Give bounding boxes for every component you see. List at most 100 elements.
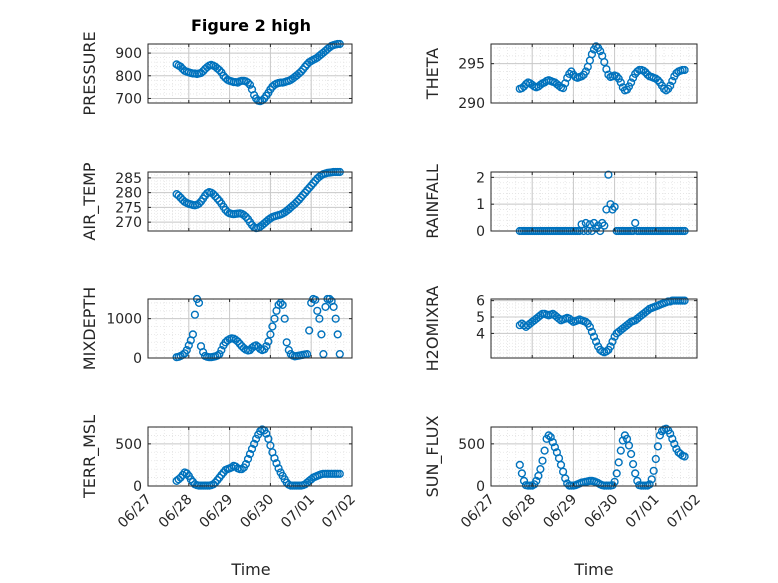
mixdepth-data-point xyxy=(264,337,273,346)
pressure-data-point xyxy=(258,96,267,105)
sun_flux-data-point xyxy=(519,476,529,486)
terr_msl-data-point xyxy=(250,439,259,449)
rainfall-data-point xyxy=(631,218,640,228)
rainfall-y-tick-label: 1 xyxy=(476,197,485,213)
theta-data-point xyxy=(628,73,638,82)
h2omixra-data-point xyxy=(602,347,611,356)
air_temp-data-point xyxy=(211,192,220,201)
terr_msl-data-point xyxy=(270,454,279,463)
sun_flux-data-point xyxy=(540,446,549,455)
h2omixra-y-tick-label: 4 xyxy=(476,326,485,342)
sun_flux-y-tick-label: 500 xyxy=(458,437,485,453)
air_temp-y-tick-label: 280 xyxy=(115,186,142,202)
sun_flux-data-point xyxy=(561,474,570,483)
mixdepth-y-axis-label: MIXDEPTH xyxy=(80,287,99,370)
sun_flux-data-point xyxy=(633,476,642,486)
sun_flux-data-point xyxy=(618,436,627,445)
x-axis-label-right: Time xyxy=(573,560,613,579)
rainfall-data-point xyxy=(600,221,609,230)
sun_flux-data-point xyxy=(550,443,560,452)
theta-data-point xyxy=(577,72,586,81)
air_temp-y-tick-label: 275 xyxy=(115,200,142,216)
h2omixra-data-point xyxy=(589,332,599,341)
terr_msl-data-point xyxy=(274,464,283,473)
theta-data-point xyxy=(680,65,689,75)
sun_flux-axes-frame xyxy=(490,426,698,487)
air_temp-data-point xyxy=(290,199,300,209)
mixdepth-data-point xyxy=(266,330,275,339)
mixdepth-data-point xyxy=(199,348,208,357)
terr_msl-axes-frame xyxy=(147,426,353,487)
sun_flux-data-point xyxy=(614,458,623,467)
mixdepth-data-point xyxy=(268,322,277,331)
air_temp-data-point xyxy=(301,188,310,197)
air_temp-data-point xyxy=(303,186,312,195)
mixdepth-data-point xyxy=(329,302,338,312)
subplot-h2omixra: 456 H2OMIXRA xyxy=(423,286,698,371)
theta-data-point xyxy=(536,80,545,90)
sun_flux-y-tick-label: 0 xyxy=(476,479,485,495)
theta-data-point xyxy=(626,78,636,87)
terr_msl-data-point xyxy=(262,429,271,438)
h2omixra-data-point xyxy=(587,327,597,336)
theta-data-point xyxy=(581,67,590,76)
mixdepth-data-point xyxy=(321,302,330,312)
air_temp-data-point xyxy=(239,211,249,220)
terr_msl-y-tick-label: 0 xyxy=(133,479,142,495)
mixdepth-data-point xyxy=(284,346,293,355)
rainfall-y-axis-label: RAINFALL xyxy=(423,164,442,239)
rainfall-y-tick-label: 2 xyxy=(476,170,485,186)
sun_flux-data-point xyxy=(536,465,545,474)
terr_msl-data-point xyxy=(245,449,255,459)
h2omixra-data-point xyxy=(585,322,595,332)
pressure-y-axis-label: PRESSURE xyxy=(80,31,99,115)
h2omixra-data-point xyxy=(643,306,652,315)
sun_flux-data-point xyxy=(631,469,640,478)
air_temp-data-point xyxy=(292,197,302,206)
sun_flux-data-point xyxy=(515,460,524,470)
theta-data-point xyxy=(659,84,669,93)
sun_flux-data-point xyxy=(616,446,625,455)
mixdepth-data-point xyxy=(235,339,244,348)
mixdepth-data-point xyxy=(184,341,193,350)
h2omixra-y-tick-label: 5 xyxy=(476,310,485,326)
sun_flux-data-point xyxy=(612,469,621,478)
theta-data-point xyxy=(672,68,681,78)
air_temp-axes-frame xyxy=(147,171,353,232)
air_temp-data-point xyxy=(209,190,218,199)
terr_msl-data-point xyxy=(174,475,183,484)
air_temp-data-point xyxy=(213,194,222,203)
sun_flux-data-point xyxy=(676,449,685,459)
mixdepth-y-tick-label: 0 xyxy=(133,351,142,367)
subplot-pressure: 700 800 900 PRESSURE xyxy=(80,31,353,116)
air_temp-data-point xyxy=(305,183,314,193)
sun_flux-data-point xyxy=(647,475,656,484)
air_temp-data-point xyxy=(241,212,251,221)
pressure-y-tick-label: 800 xyxy=(115,69,142,85)
sun_flux-data-point xyxy=(517,469,527,478)
terr_msl-data-point xyxy=(209,480,218,489)
theta-plot-area xyxy=(491,44,697,103)
rainfall-data-point xyxy=(581,218,590,228)
mixdepth-data-point xyxy=(333,330,342,339)
rainfall-data-point xyxy=(589,218,599,228)
mixdepth-data-point xyxy=(188,330,198,339)
sun_flux-data-point xyxy=(544,431,553,440)
x-axis-label-left: Time xyxy=(230,560,270,579)
sun_flux-data-point xyxy=(546,433,555,442)
terr_msl-data-point xyxy=(243,454,253,464)
rainfall-data-point xyxy=(610,202,619,212)
pressure-data-point xyxy=(199,67,208,76)
air_temp-data-point xyxy=(296,193,306,202)
mixdepth-data-point xyxy=(313,306,322,315)
pressure-y-tick-label: 700 xyxy=(115,91,142,107)
pressure-data-point xyxy=(176,62,185,71)
terr_msl-y-tick-label: 500 xyxy=(115,437,142,453)
terr_msl-y-axis-label: TERR_MSL xyxy=(80,415,100,499)
air_temp-data-point xyxy=(174,191,183,200)
theta-data-point xyxy=(616,78,625,87)
mixdepth-data-point xyxy=(190,310,200,319)
subplot-rainfall: 0 1 2 RAINFALL xyxy=(423,164,698,240)
theta-data-point xyxy=(563,73,572,82)
sun_flux-data-point xyxy=(670,439,679,449)
